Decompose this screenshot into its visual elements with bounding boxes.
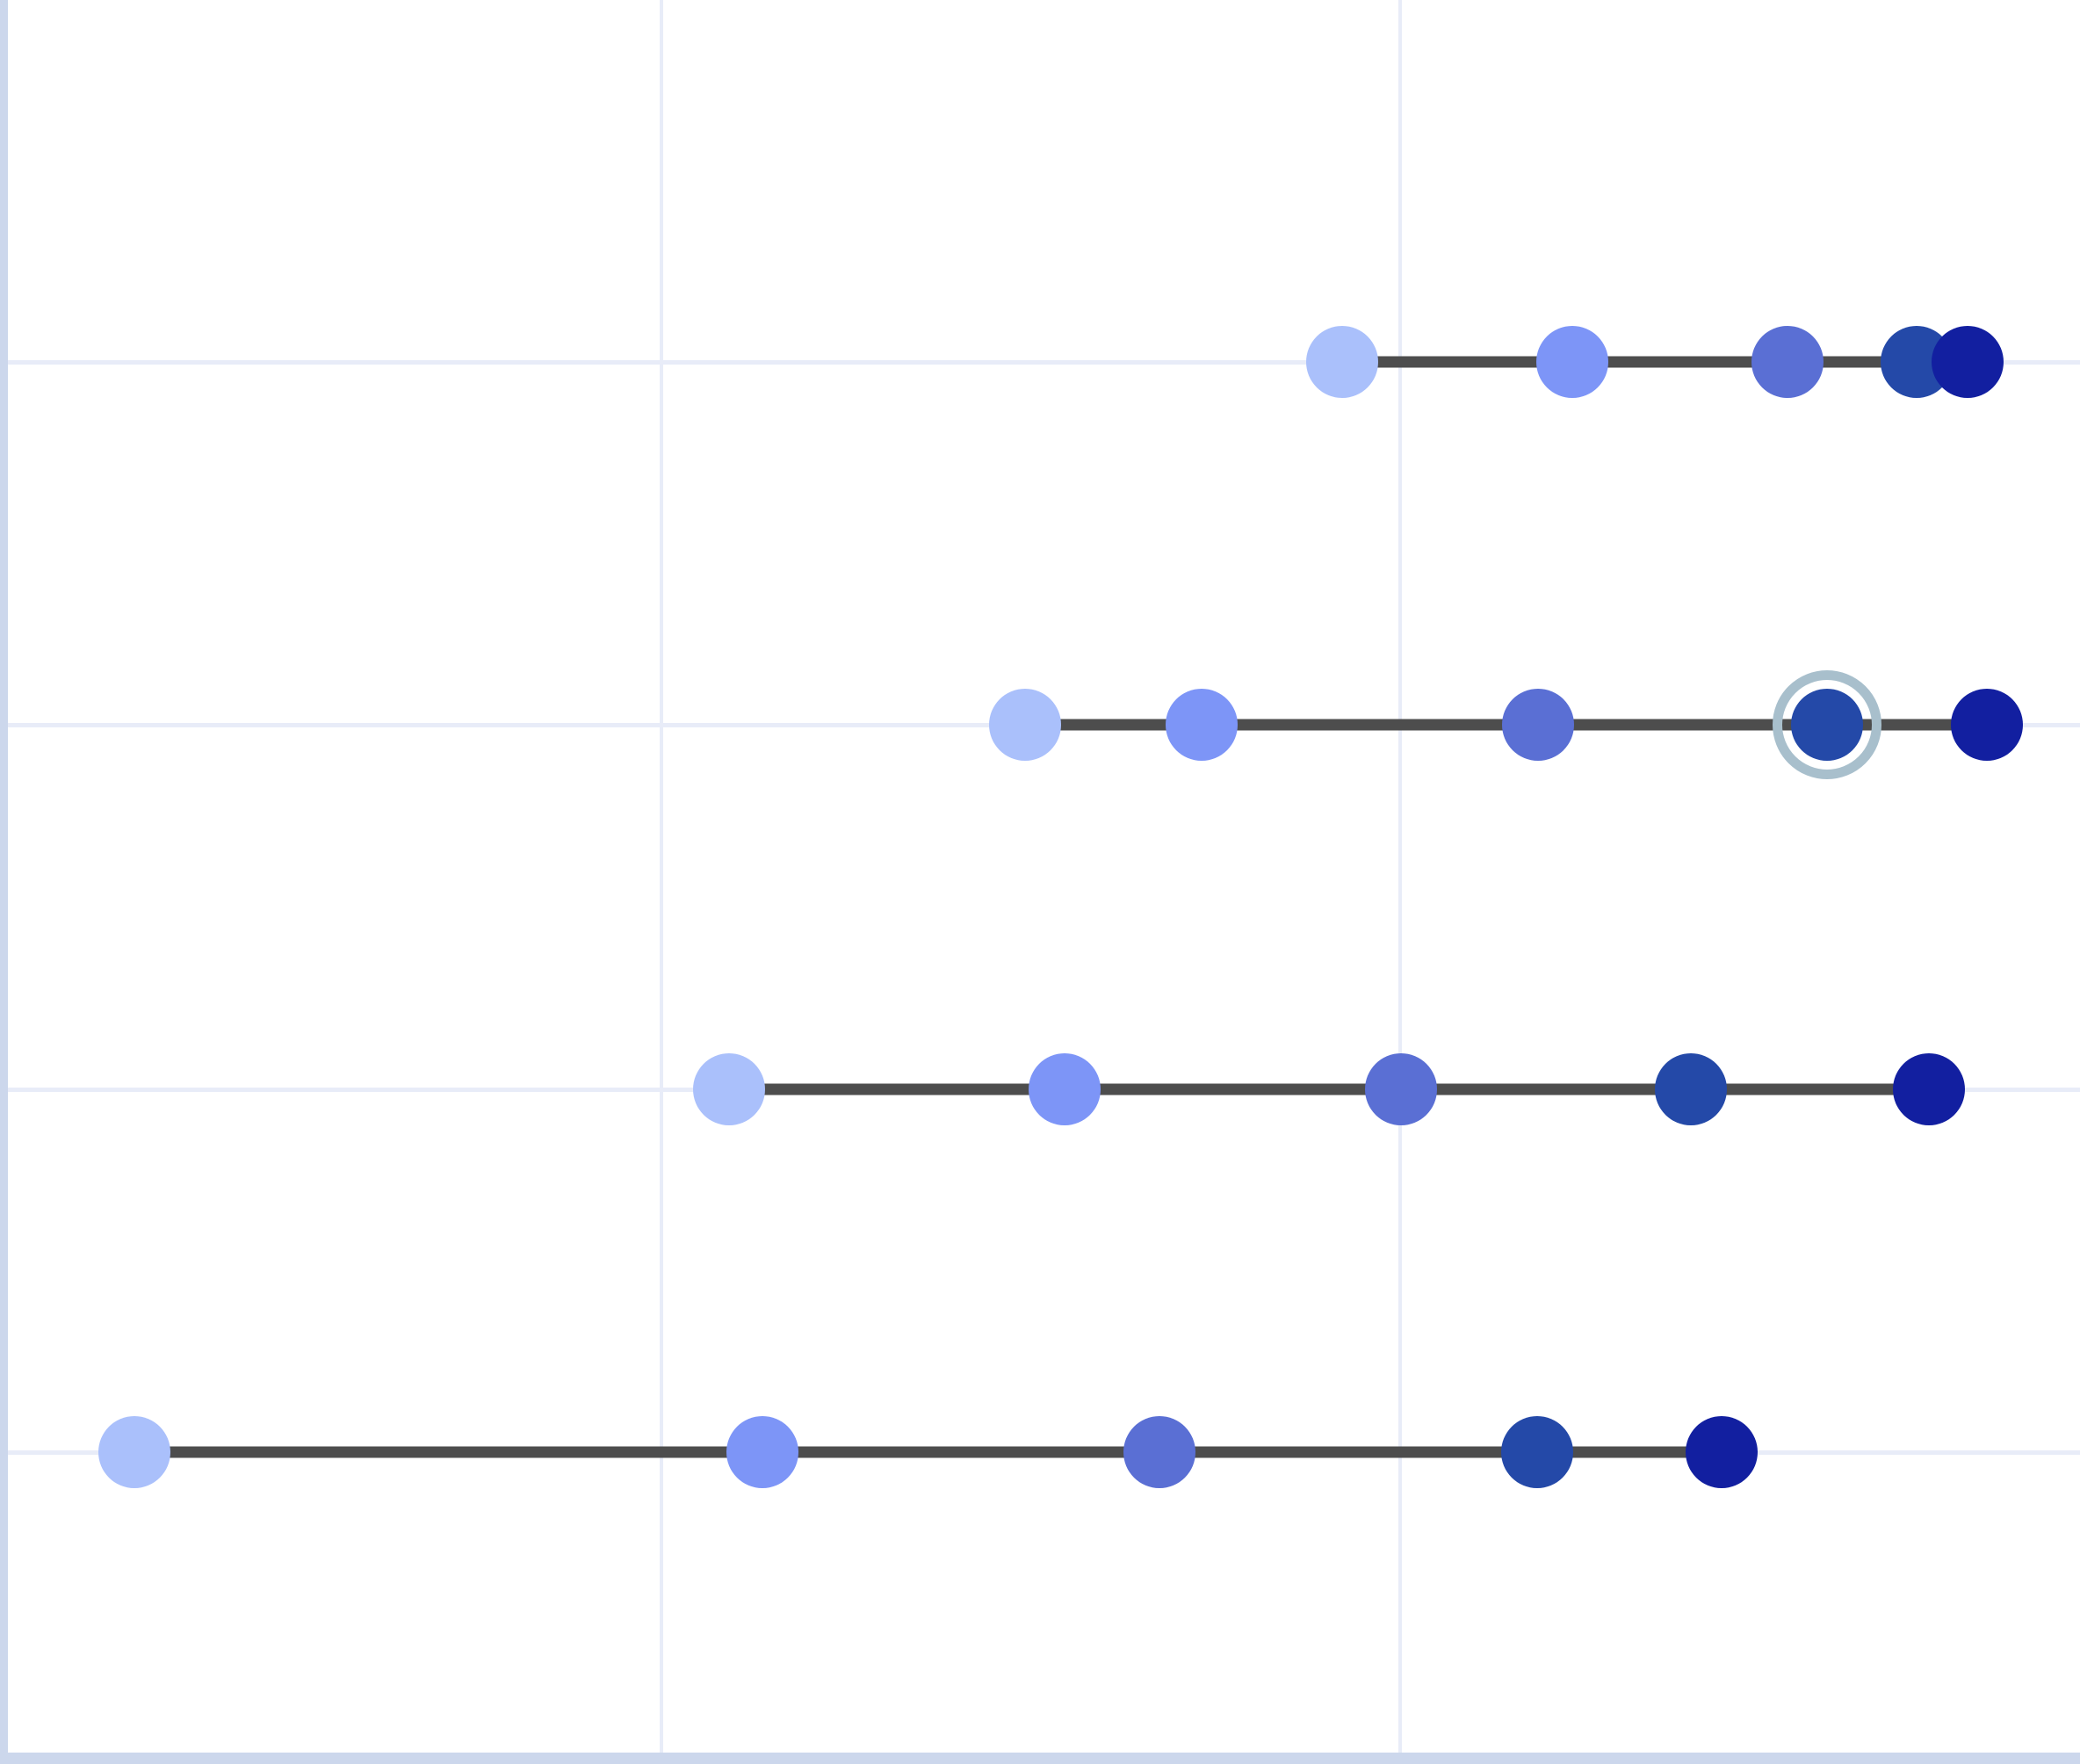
selected-point-halo — [1773, 670, 1881, 779]
gridline-horizontal-0 — [0, 360, 2080, 365]
data-point[interactable] — [1932, 326, 2004, 398]
connector-line — [729, 1083, 1929, 1095]
data-point[interactable] — [1536, 326, 1608, 398]
data-point[interactable] — [1166, 689, 1238, 761]
data-point[interactable] — [989, 689, 1061, 761]
data-point[interactable] — [1893, 1053, 1965, 1125]
data-point[interactable] — [1951, 689, 2023, 761]
data-point[interactable] — [1751, 326, 1824, 398]
gridline-vertical-1 — [1398, 0, 1402, 1764]
data-point-selected[interactable] — [1791, 689, 1863, 761]
data-point[interactable] — [1123, 1416, 1195, 1488]
data-point[interactable] — [1501, 1416, 1573, 1488]
data-point[interactable] — [726, 1416, 798, 1488]
data-point[interactable] — [1306, 326, 1378, 398]
data-point[interactable] — [98, 1416, 170, 1488]
data-point[interactable] — [1029, 1053, 1101, 1125]
gridline-vertical-0 — [660, 0, 663, 1764]
connector-line — [134, 1446, 1722, 1458]
data-point[interactable] — [1502, 689, 1574, 761]
data-point[interactable] — [1686, 1416, 1758, 1488]
data-point[interactable] — [1365, 1053, 1437, 1125]
connector-line — [1342, 356, 1968, 368]
data-point[interactable] — [693, 1053, 765, 1125]
data-point[interactable] — [1655, 1053, 1727, 1125]
x-axis-spine — [0, 1753, 2080, 1764]
y-axis-spine — [0, 0, 8, 1764]
